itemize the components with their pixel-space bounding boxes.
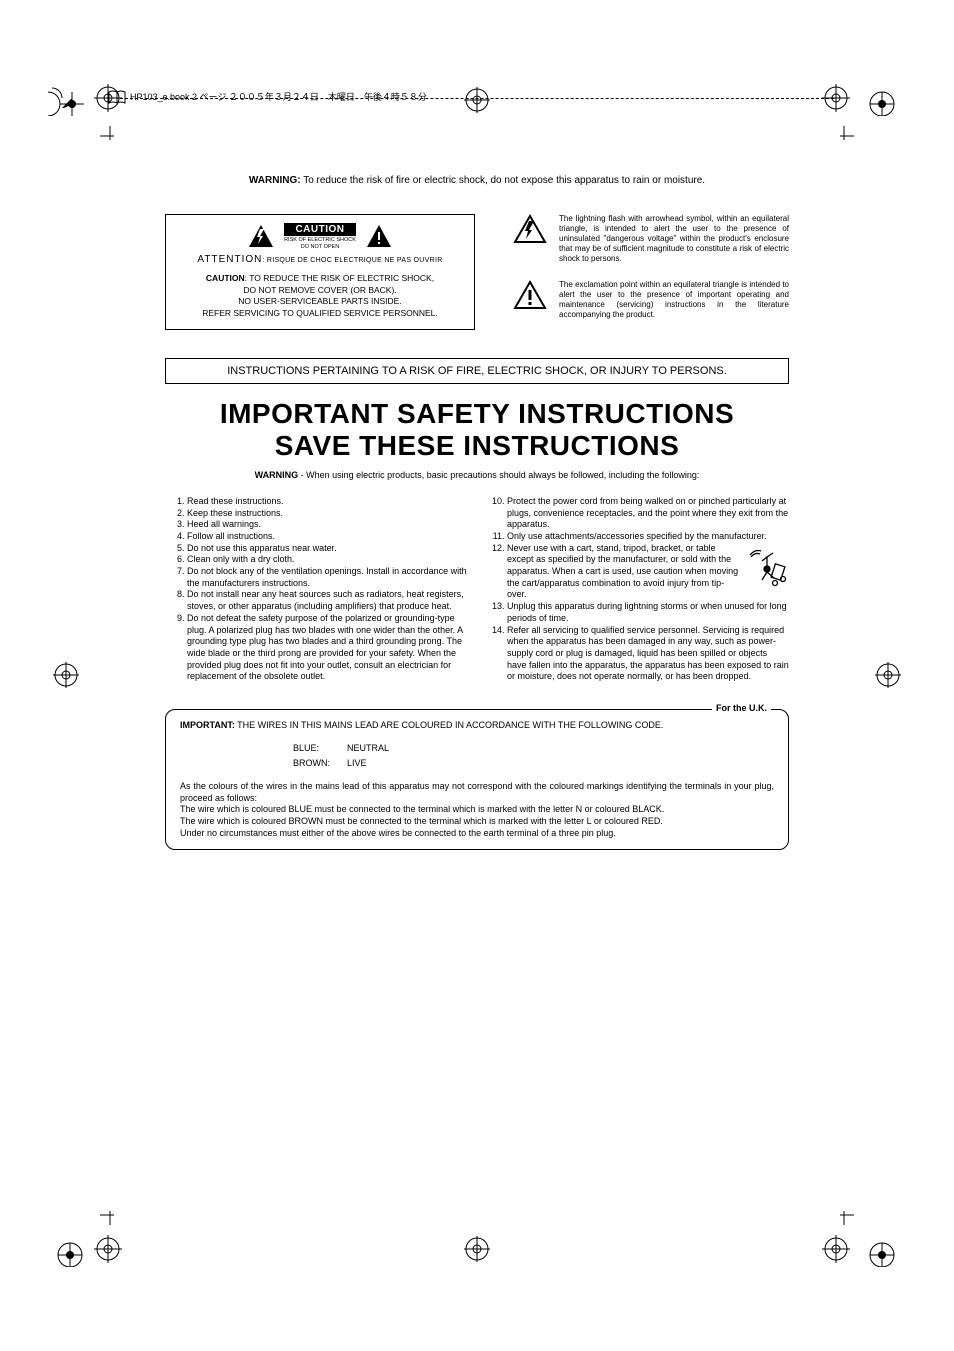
caution-body-l3: NO USER-SERVICEABLE PARTS INSIDE. <box>180 296 460 307</box>
instruction-item: Only use attachments/accessories specifi… <box>507 531 789 543</box>
exclamation-triangle-outline-icon <box>513 280 547 312</box>
instruction-item: Do not install near any heat sources suc… <box>187 589 469 612</box>
instruction-item: Refer all servicing to qualified service… <box>507 625 789 683</box>
instructions-subhead: INSTRUCTIONS PERTAINING TO A RISK OF FIR… <box>165 358 789 384</box>
uk-p4: Under no circumstances must either of th… <box>180 828 774 840</box>
instruction-item: Follow all instructions. <box>187 531 469 543</box>
warning-text: To reduce the risk of fire or electric s… <box>303 175 705 186</box>
crop-tick-top-left <box>100 126 120 146</box>
registration-mark-bottom-center <box>463 1235 491 1265</box>
crop-tick-top-right <box>834 126 854 146</box>
title-line-1: IMPORTANT SAFETY INSTRUCTIONS <box>165 398 789 430</box>
registration-mark-top-right <box>816 80 906 120</box>
registration-mark-bottom-right <box>816 1231 906 1271</box>
exclamation-triangle-icon <box>366 224 392 250</box>
caution-section: CAUTION RISK OF ELECTRIC SHOCK DO NOT OP… <box>165 214 789 330</box>
uk-blue-value: NEUTRAL <box>346 742 403 756</box>
uk-wire-table: BLUE:NEUTRAL BROWN:LIVE <box>290 740 405 773</box>
instruction-item: Do not defeat the safety purpose of the … <box>187 613 469 683</box>
caution-body-l1: : TO REDUCE THE RISK OF ELECTRIC SHOCK, <box>245 273 434 283</box>
header-text: HP103_e.book 2 ページ ２００５年３月２４日 木曜日 午後４時５８… <box>130 90 427 103</box>
uk-label: For the U.K. <box>712 703 771 713</box>
instruction-list-left: Read these instructions.Keep these instr… <box>165 496 469 683</box>
lightning-triangle-icon <box>248 224 274 250</box>
instruction-item: Keep these instructions. <box>187 508 469 520</box>
uk-p2: The wire which is coloured BLUE must be … <box>180 804 774 816</box>
caution-risk1: RISK OF ELECTRIC SHOCK <box>284 237 356 243</box>
instruction-columns: Read these instructions.Keep these instr… <box>165 496 789 683</box>
registration-mark-bottom-left <box>48 1231 138 1271</box>
lightning-triangle-outline-icon <box>513 214 547 246</box>
warning-line: WARNING: To reduce the risk of fire or e… <box>165 175 789 186</box>
registration-mark-top-center <box>463 86 491 116</box>
content-area: WARNING: To reduce the risk of fire or e… <box>165 175 789 850</box>
attention-label: ATTENTION <box>197 254 262 265</box>
sub-warning-label: WARNING <box>255 470 299 480</box>
instruction-item: Unplug this apparatus during lightning s… <box>507 601 789 624</box>
warning-label: WARNING: <box>249 175 301 186</box>
uk-important-label: IMPORTANT: <box>180 720 235 730</box>
instruction-item: Do not block any of the ventilation open… <box>187 566 469 589</box>
instruction-item: Read these instructions. <box>187 496 469 508</box>
uk-blue-label: BLUE: <box>292 742 344 756</box>
uk-brown-label: BROWN: <box>292 757 344 771</box>
instruction-list-right: Protect the power cord from being walked… <box>485 496 789 683</box>
caution-body-label: CAUTION <box>206 273 245 283</box>
instruction-item: Clean only with a dry cloth. <box>187 554 469 566</box>
uk-p3: The wire which is coloured BROWN must be… <box>180 816 774 828</box>
registration-mark-left-center <box>52 661 80 691</box>
uk-brown-value: LIVE <box>346 757 403 771</box>
exclamation-explanation: The exclamation point within an equilate… <box>559 280 789 320</box>
uk-p1: As the colours of the wires in the mains… <box>180 781 774 804</box>
sub-warning-text: - When using electric products, basic pr… <box>298 470 699 480</box>
caution-body-l4: REFER SERVICING TO QUALIFIED SERVICE PER… <box>180 308 460 319</box>
symbol-explanations: The lightning flash with arrowhead symbo… <box>513 214 789 320</box>
sub-warning: WARNING - When using electric products, … <box>165 470 789 480</box>
caution-box: CAUTION RISK OF ELECTRIC SHOCK DO NOT OP… <box>165 214 475 330</box>
registration-mark-right-center <box>874 661 902 691</box>
instruction-item: Do not use this apparatus near water. <box>187 543 469 555</box>
cart-tip-over-icon <box>745 545 789 593</box>
instruction-item: Never use with a cart, stand, tripod, br… <box>507 543 789 601</box>
lightning-explanation: The lightning flash with arrowhead symbo… <box>559 214 789 264</box>
caution-body-l2: DO NOT REMOVE COVER (OR BACK). <box>180 285 460 296</box>
uk-important-text: THE WIRES IN THIS MAINS LEAD ARE COLOURE… <box>237 720 663 730</box>
page: HP103_e.book 2 ページ ２００５年３月２４日 木曜日 午後４時５８… <box>0 0 954 1351</box>
attention-text: : RISQUE DE CHOC ELECTRIQUE NE PAS OUVRI… <box>262 257 442 264</box>
instruction-item: Heed all warnings. <box>187 519 469 531</box>
crop-tick-bottom-right <box>834 1205 854 1225</box>
crop-tick-bottom-left <box>100 1205 120 1225</box>
title-line-2: SAVE THESE INSTRUCTIONS <box>165 430 789 462</box>
book-icon <box>108 90 126 108</box>
instruction-item: Protect the power cord from being walked… <box>507 496 789 531</box>
uk-section: For the U.K. IMPORTANT: THE WIRES IN THI… <box>165 709 789 851</box>
caution-risk2: DO NOT OPEN <box>284 244 356 250</box>
caution-badge: CAUTION <box>284 223 356 236</box>
